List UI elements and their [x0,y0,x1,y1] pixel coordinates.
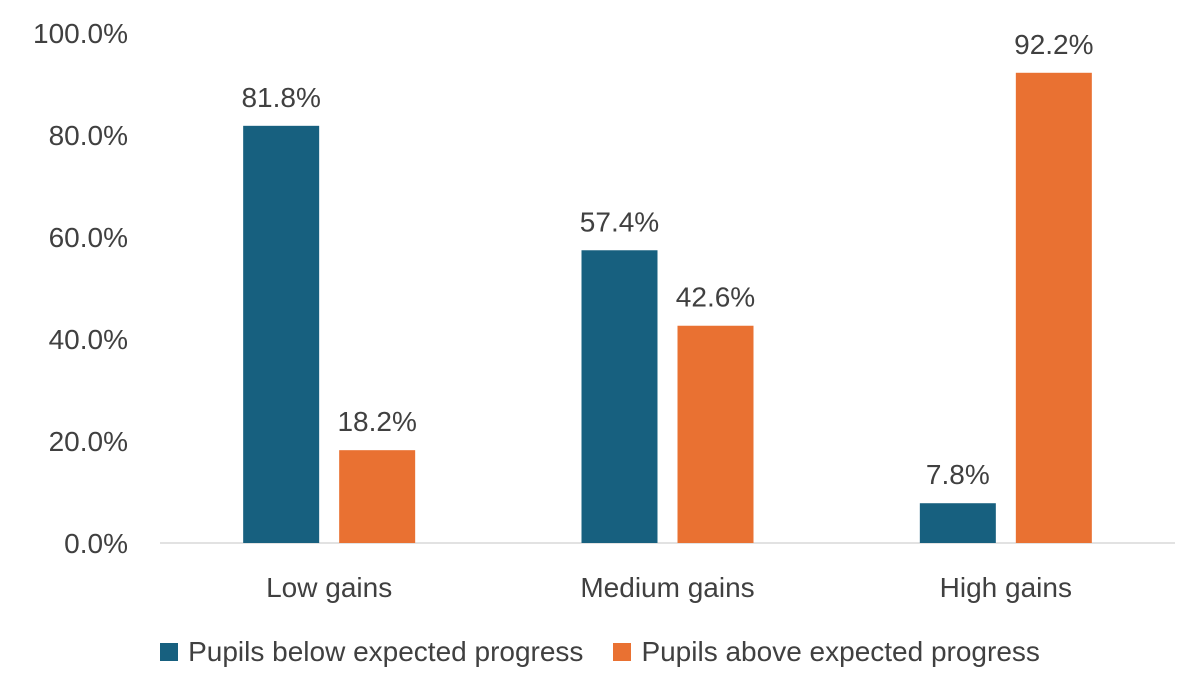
bar [339,450,416,543]
data-label: 18.2% [337,406,416,437]
y-tick-label: 40.0% [49,324,128,355]
y-tick-label: 0.0% [64,528,128,559]
data-label: 92.2% [1014,29,1093,60]
bars: 81.8% 18.2% 57.4% 42.6% 7.8% 92.2% [241,29,1094,543]
legend-item-above: Pupils above expected progress [613,636,1040,668]
bar [919,503,996,543]
x-category-label: High gains [940,572,1072,603]
bar [581,250,658,543]
y-tick-label: 60.0% [49,222,128,253]
legend-item-below: Pupils below expected progress [160,636,583,668]
y-axis: 0.0% 20.0% 40.0% 60.0% 80.0% 100.0% [33,18,128,559]
legend-swatch-above [613,643,632,661]
data-label: 81.8% [241,82,320,113]
y-tick-label: 80.0% [49,120,128,151]
data-label: 57.4% [580,206,659,237]
x-category-label: Low gains [266,572,392,603]
bar-chart: 0.0% 20.0% 40.0% 60.0% 80.0% 100.0% 81.8% 18.2… [33,18,1175,603]
legend: Pupils below expected progress Pupils ab… [0,630,1200,674]
legend-label-above: Pupils above expected progress [641,636,1040,667]
category-labels: Low gains Medium gains High gains [266,572,1072,603]
legend-label-below: Pupils below expected progress [188,636,584,667]
bar [677,325,754,543]
data-label: 7.8% [926,459,990,490]
data-label: 42.6% [676,282,755,313]
bar [1015,72,1092,543]
bar [243,125,320,543]
x-category-label: Medium gains [580,572,754,603]
legend-swatch-below [160,643,179,661]
y-tick-label: 20.0% [49,426,128,457]
y-tick-label: 100.0% [33,18,128,49]
